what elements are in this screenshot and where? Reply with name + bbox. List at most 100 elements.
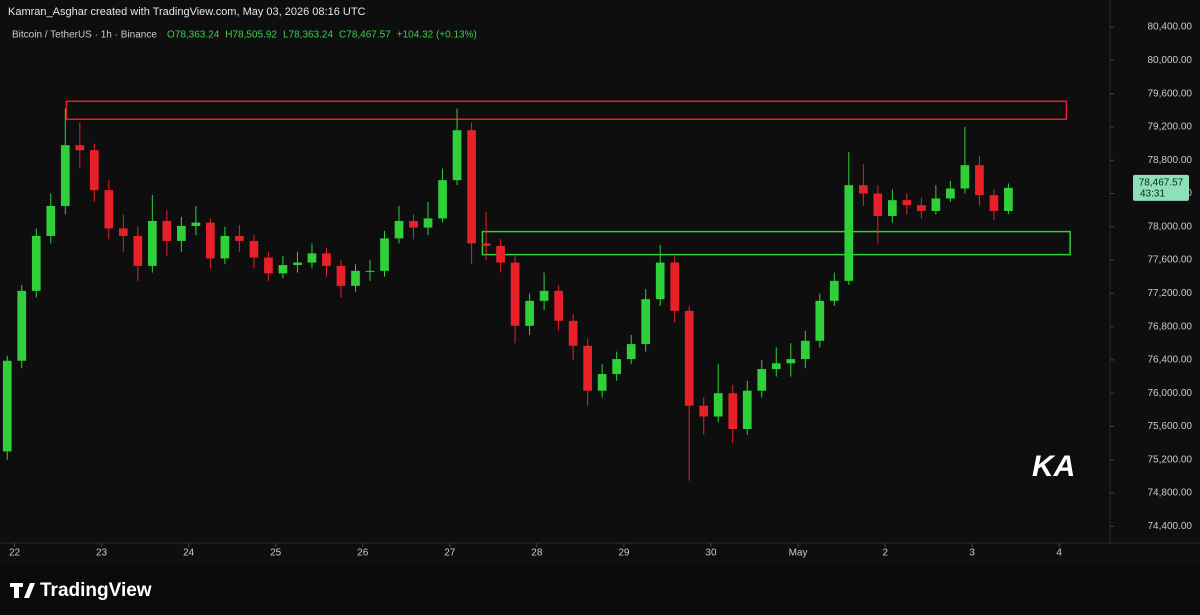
header: Kamran_Asghar created with TradingView.c… xyxy=(8,6,366,18)
candle-body xyxy=(757,369,767,391)
ohlc-value: L78,363.24 xyxy=(283,30,333,41)
brand-icon xyxy=(10,583,35,598)
symbol: Bitcoin / TetherUS · 1h · Binance xyxy=(12,30,157,41)
candle-body xyxy=(699,405,709,417)
candle-body xyxy=(31,235,41,291)
candle-body xyxy=(829,280,839,301)
x-tick-label: 3 xyxy=(969,548,975,559)
candle-body xyxy=(467,130,476,244)
ohlc-value: H78,505.92 xyxy=(225,30,277,41)
candle-body xyxy=(525,300,534,326)
candle-body xyxy=(728,393,738,429)
candle-body xyxy=(235,235,244,241)
candle-body xyxy=(17,290,27,361)
candle-body xyxy=(148,220,157,266)
candle-body xyxy=(873,193,883,216)
candle-body xyxy=(351,270,360,286)
candle-body xyxy=(60,145,70,206)
candle-body xyxy=(568,320,578,346)
ohlc-value: C78,467.57 xyxy=(339,30,391,41)
watermark: KA xyxy=(1032,450,1075,483)
footer xyxy=(0,565,1200,615)
y-tick-label: 79,200.00 xyxy=(1148,122,1193,133)
candle-body xyxy=(264,257,273,274)
candle-body xyxy=(946,188,955,199)
candle-body xyxy=(1004,187,1013,211)
brand: TradingView xyxy=(40,580,152,601)
candle-body xyxy=(844,185,854,281)
candle-body xyxy=(684,310,694,406)
x-tick-label: 4 xyxy=(1056,548,1062,559)
candle-body xyxy=(365,270,375,272)
candle-body xyxy=(612,359,622,375)
candle-body xyxy=(177,225,186,241)
x-tick-label: 29 xyxy=(618,548,630,559)
candle-body xyxy=(481,243,491,246)
candle-body xyxy=(902,200,912,206)
candle-body xyxy=(293,262,302,266)
y-tick-label: 77,200.00 xyxy=(1148,288,1193,299)
y-tick-label: 78,800.00 xyxy=(1148,155,1193,166)
candle-body xyxy=(539,290,549,301)
price-tag-countdown: 43:31 xyxy=(1140,189,1165,200)
candle-body xyxy=(815,300,825,341)
candle-body xyxy=(2,360,12,452)
x-tick-label: 24 xyxy=(183,548,195,559)
candle-body xyxy=(713,393,723,417)
x-tick-label: 28 xyxy=(531,548,543,559)
candle-body xyxy=(626,344,636,360)
y-tick-label: 74,400.00 xyxy=(1148,521,1193,532)
y-tick-label: 74,800.00 xyxy=(1148,488,1193,499)
candle-body xyxy=(191,222,201,226)
candle-body xyxy=(742,390,752,429)
candle-body xyxy=(438,180,447,219)
candle-body xyxy=(133,235,143,266)
x-tick-label: 22 xyxy=(9,548,21,559)
candle-body xyxy=(655,262,665,300)
candle-body xyxy=(104,190,114,229)
price-tag-value: 78,467.57 xyxy=(1139,178,1184,189)
candle-body xyxy=(118,228,128,236)
x-tick-label: 25 xyxy=(270,548,282,559)
candle-body xyxy=(989,195,999,211)
candle-body xyxy=(206,222,215,259)
candle-body xyxy=(583,345,592,391)
y-tick-label: 80,400.00 xyxy=(1148,22,1193,33)
candle-body xyxy=(888,200,897,216)
candle-body xyxy=(496,245,505,263)
candle-body xyxy=(278,265,288,274)
candle-body xyxy=(46,205,56,236)
candle-body xyxy=(249,240,259,258)
candle-body xyxy=(975,165,984,196)
candle-body xyxy=(307,253,317,263)
candle-body xyxy=(858,185,868,194)
brand-logo: TradingView xyxy=(10,580,152,601)
x-tick-label: 30 xyxy=(705,548,717,559)
candle-body xyxy=(800,340,810,360)
candle-body xyxy=(322,253,331,266)
ohlc-value: O78,363.24 xyxy=(167,30,220,41)
candle-body xyxy=(423,218,433,228)
candle-body xyxy=(510,262,520,326)
candle-body xyxy=(220,235,230,259)
x-tick-label: May xyxy=(789,548,808,559)
candle-body xyxy=(409,220,418,228)
candle-body xyxy=(931,198,941,211)
candle-body xyxy=(394,220,404,239)
candle-body xyxy=(452,130,462,181)
y-tick-label: 76,000.00 xyxy=(1148,388,1193,399)
candle-body xyxy=(670,262,680,311)
y-tick-label: 79,600.00 xyxy=(1148,88,1193,99)
y-tick-label: 76,400.00 xyxy=(1148,355,1193,366)
candle-body xyxy=(554,290,563,321)
candle-body xyxy=(786,359,796,364)
x-tick-label: 2 xyxy=(882,548,888,559)
zone xyxy=(65,100,1068,121)
candle-body xyxy=(641,299,651,345)
y-tick-label: 75,600.00 xyxy=(1148,421,1193,432)
y-tick-label: 75,200.00 xyxy=(1148,454,1193,465)
candle-body xyxy=(771,363,781,370)
